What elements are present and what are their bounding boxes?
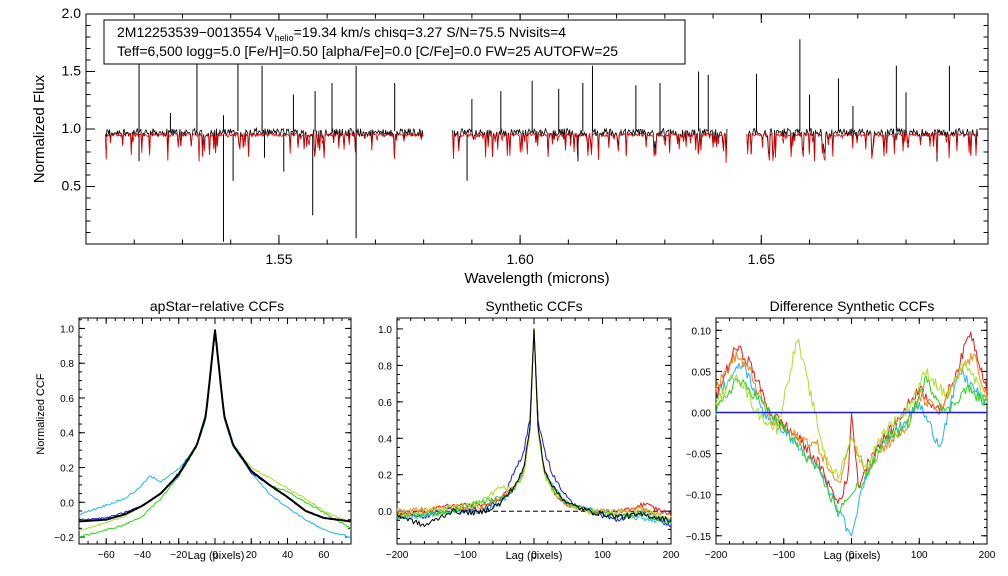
y-tick-label: 0.6 [378,398,392,409]
y-tick-label: 0.8 [378,361,392,372]
ccf3-axes-frame [715,317,988,545]
x-tick-label: 1.55 [265,251,292,267]
ccf-series-cyan [78,331,351,538]
y-tick-label: −0.05 [686,450,712,461]
ccf-panel-synthetic: Synthetic CCFs −200 −100 0 100 200 0.0 0.2 0.4 0… [378,298,680,562]
ccf1-title: apStar−relative CCFs [150,298,284,314]
y-tick-label: 0.4 [378,434,392,445]
ccf-series-cyan [715,361,988,537]
y-tick-label: 2.0 [62,5,82,21]
ccf3-xlabel: Lag (pixels) [824,550,881,562]
spectrum-tick-labels: 1.55 1.60 1.65 0.5 1.0 1.5 2.0 [62,5,776,267]
x-tick-label: 200 [663,550,680,561]
y-tick-label: 0.2 [378,471,392,482]
y-tick-label: 0.6 [60,394,74,405]
spectrum-xlabel: Wavelength (microns) [464,270,609,287]
x-tick-label: 0 [531,550,537,561]
ccf-series-cyan [396,328,672,525]
x-tick-label: 0 [212,550,218,561]
ccf3-title: Difference Synthetic CCFs [770,298,935,314]
ccf-series-yellow-green [715,338,988,480]
y-tick-label: −0.2 [54,533,74,544]
x-tick-label: −20 [170,550,187,561]
ccf1-ylabel: Normalized CCF [35,373,47,455]
ccf3-tick-labels: −200 −100 0 100 200 −0.15 −0.10 −0.05 0.00 0.05 0.… [686,326,996,561]
ccf-series-blue [396,328,672,527]
x-tick-label: −200 [705,550,728,561]
y-tick-label: 1.0 [62,120,82,136]
x-tick-label: −40 [134,550,151,561]
model-spectrum-segment [746,131,979,162]
y-tick-label: 0.05 [692,367,712,378]
ccf2-title: Synthetic CCFs [485,298,582,314]
x-tick-label: −200 [386,550,409,561]
y-tick-label: 1.5 [62,63,82,79]
ccf2-xlabel: Lag (pixels) [506,550,563,562]
ccf-panel-difference: Difference Synthetic CCFs −200 −100 0 100 20… [686,298,996,562]
x-tick-label: 100 [594,550,611,561]
ccf3-lines [715,331,988,537]
x-tick-label: 1.65 [748,251,775,267]
x-tick-label: 40 [282,550,294,561]
ccf-series-green [715,375,988,514]
x-tick-label: 0 [849,550,855,561]
annotation-box [103,19,686,65]
x-tick-label: 20 [246,550,258,561]
x-tick-label: −100 [454,550,477,561]
y-tick-label: 0.2 [60,464,74,475]
ccf-series-red [715,331,988,505]
ccf-series-blue [78,329,352,523]
ccf2-ticks [396,318,672,544]
y-tick-label: 0.5 [62,178,82,194]
x-tick-label: −100 [772,550,795,561]
y-tick-label: 1.0 [60,324,74,335]
x-tick-label: 200 [979,550,996,561]
y-tick-label: 0.0 [378,507,392,518]
y-tick-label: 0.4 [60,429,74,440]
y-tick-label: 1.0 [378,325,392,336]
ccf-series-red [396,328,672,518]
ccf-series-orange [396,328,672,523]
ccf-series-yellow-green [396,328,672,520]
ccf2-tick-labels: −200 −100 0 100 200 0.0 0.2 0.4 0.6 0.8 1.0 [378,325,680,561]
model-spectrum-segment [452,132,728,164]
spectrum-lines [104,31,979,242]
x-tick-label: 60 [318,550,330,561]
ccf3-ticks [715,318,988,545]
ccf-series-mean [78,329,352,523]
ccf1-axes-frame [78,317,352,545]
ccf1-tick-labels: −60 −40 −20 0 20 40 60 −0.2 0.0 0.2 0.4 0.6 0.8 1.0 [54,324,330,561]
ccf1-ticks [78,318,352,544]
y-tick-label: 0.00 [692,409,712,420]
spectrum-ylabel: Normalized Flux [31,74,48,183]
y-tick-label: 0.0 [60,498,74,509]
x-tick-label: 1.60 [506,251,533,267]
ccf-series-black [396,328,672,528]
ccf1-lines [78,329,352,538]
y-tick-label: 0.10 [692,326,712,337]
x-tick-label: −60 [98,550,115,561]
annotation-line-2: Teff=6,500 logg=5.0 [Fe/H]=0.50 [alpha/F… [117,43,618,59]
ccf-series-green [396,328,672,524]
spectrum-panel: 1.55 1.60 1.65 0.5 1.0 1.5 2.0 Wavelength (mic… [31,5,989,287]
ccf1-xlabel: Lag (pixels) [188,550,245,562]
annotation-line-1: 2M12253539−0013554 Vhelio=19.34 km/s chi… [117,24,566,43]
ccf-series-green [78,331,352,538]
y-tick-label: −0.15 [686,532,712,543]
x-tick-label: 100 [911,550,928,561]
y-tick-label: 0.8 [60,359,74,370]
y-tick-label: −0.10 [686,491,712,502]
ccf2-lines [396,328,672,528]
ccf-panel-apstar: apStar−relative CCFs −60 −40 −20 0 20 40 60 −0.… [35,298,352,562]
